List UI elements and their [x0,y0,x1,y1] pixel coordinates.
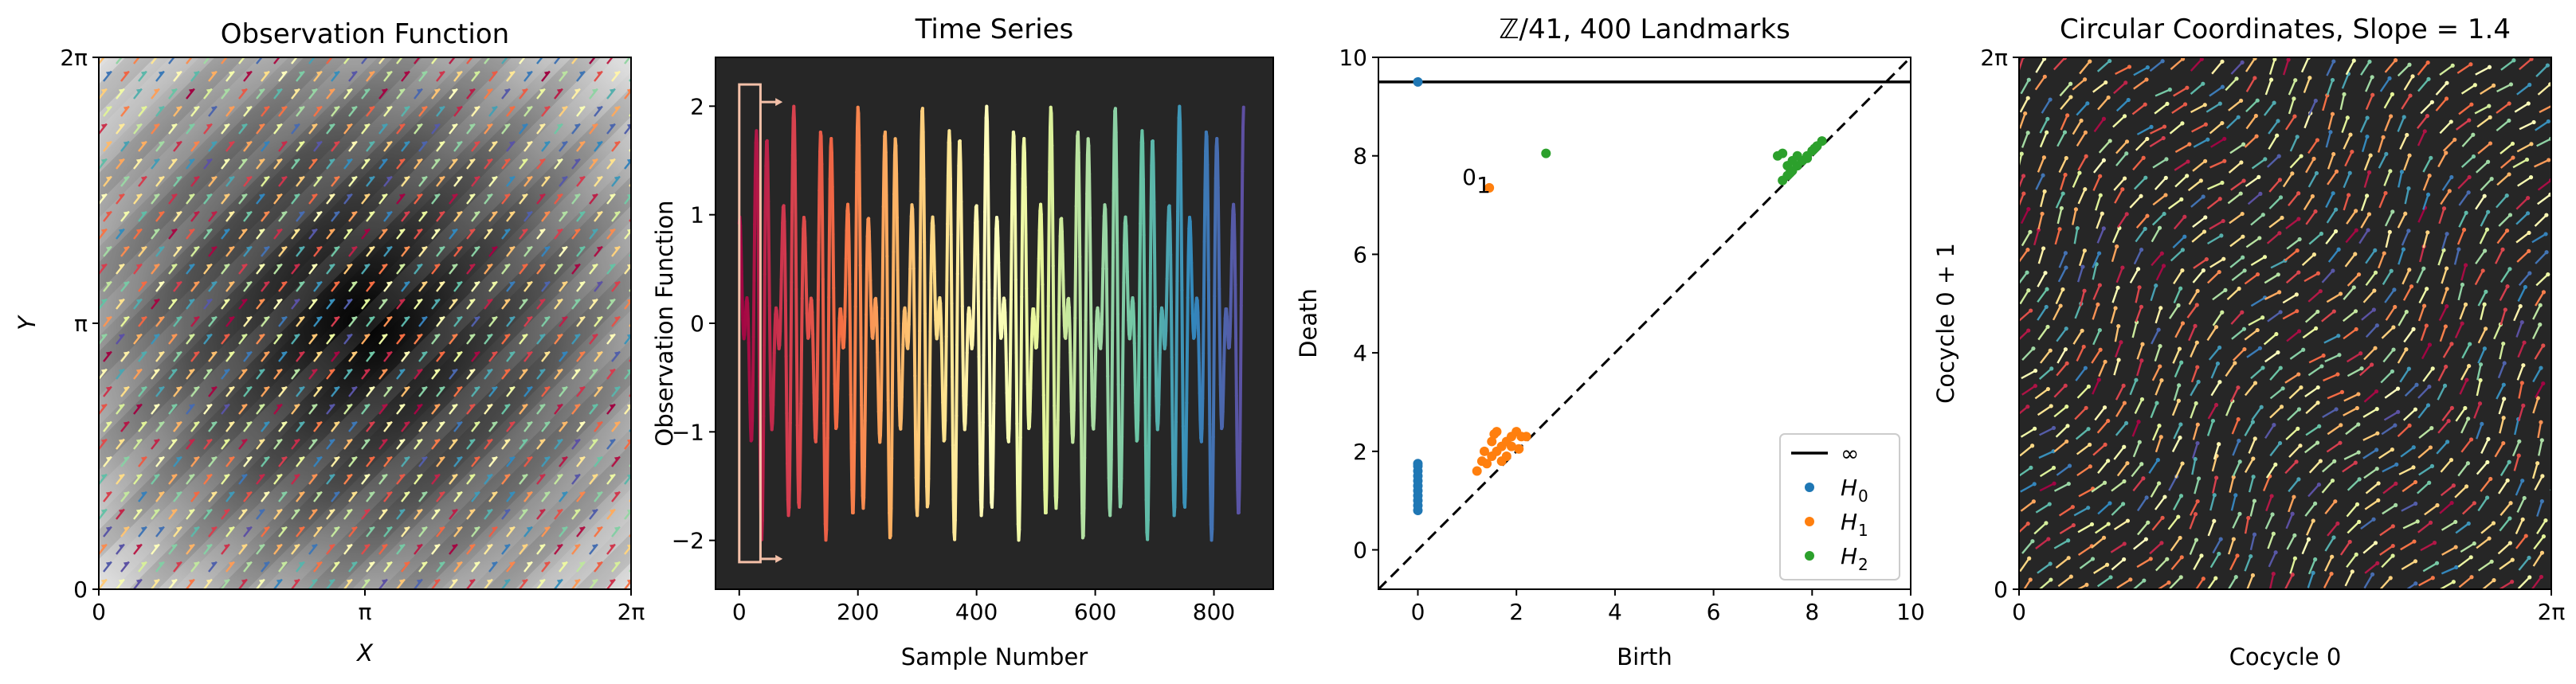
diagonal-line [1378,57,1911,589]
xlabel-observation: X [355,639,374,666]
x-tick-label: 2π [2538,599,2566,625]
y-tick-label: 0 [1994,577,2008,603]
legend: ∞H 0H 1H 2 [1779,433,1900,580]
x-tick-label: 2π [618,599,645,625]
ylabel-persistence: Death [1295,288,1322,358]
title-circular: Circular Coordinates, Slope = 1.4 [2060,14,2511,45]
y-tick-label: 2π [60,45,88,71]
xlabel-persistence: Birth [1617,643,1672,670]
x-tick-label: 600 [1074,599,1116,625]
point-h0 [1413,76,1423,87]
y-tick-label: 10 [1339,45,1367,71]
x-tick-label: 8 [1805,599,1819,625]
point-h1 [1484,182,1495,193]
point-h0 [1413,459,1423,469]
legend-entry-sub: 2 [1858,555,1868,574]
point-h1 [1507,441,1516,451]
point-h2 [1792,150,1802,161]
title-time-series: Time Series [915,14,1074,45]
point-h1 [1479,446,1489,456]
x-tick-label: 200 [837,599,879,625]
legend-entry-sub: 1 [1858,521,1868,540]
legend-entry: H [1841,475,1857,501]
x-tick-label: 800 [1193,599,1235,625]
legend-entry-sub: 0 [1858,487,1868,506]
x-tick-label: 0 [1411,599,1425,625]
xlabel-circular: Cocycle 0 [2229,643,2342,670]
y-tick-label: 2 [1353,439,1367,465]
y-tick-label: 1 [690,202,704,229]
panel-time-series: Time Series 0 200 400 600 800 −2 −1 0 1 2 Sample … [651,14,1274,670]
xlabel-time-series: Sample Number [901,643,1088,670]
y-tick-label: 0 [690,311,704,337]
observation-arrows [99,57,631,589]
point-h2 [1778,148,1788,158]
point-h2 [1541,148,1551,158]
point-h1 [1472,466,1482,476]
point-h2 [1809,143,1820,154]
y-tick-label: 8 [1353,143,1367,170]
y-tick-label: π [74,311,88,337]
panel-observation-function: Observation Function 0 π 2π 0 π 2π X Y [14,18,645,666]
x-tick-label: π [359,599,372,625]
x-tick-label: 2 [1509,599,1523,625]
y-tick-label: 0 [1353,537,1367,564]
point-h1 [1496,456,1507,467]
point-h1 [1521,432,1531,442]
legend-entry: ∞ [1841,440,1859,467]
x-tick-label: 0 [2012,599,2026,625]
legend-entry: H [1841,543,1857,569]
ylabel-time-series: Observation Function [651,200,678,446]
y-tick-label: −1 [672,419,704,445]
y-tick-label: 6 [1353,241,1367,268]
point-h1 [1476,456,1487,467]
sliding-window-box [738,83,783,564]
title-observation-function: Observation Function [221,18,509,50]
x-tick-label: 400 [955,599,998,625]
x-tick-label: 0 [92,599,106,625]
x-tick-label: 6 [1707,599,1721,625]
point-h2 [1817,136,1827,147]
y-tick-label: 2π [1980,45,2008,71]
x-tick-label: 10 [1896,599,1925,625]
ylabel-observation: Y [14,315,41,330]
circular-arrows [2019,57,2551,589]
point-h2 [1802,153,1813,163]
legend-entry: H [1841,509,1857,535]
point-annotation: 0 [1462,164,1476,190]
point-h1 [1487,436,1497,447]
ylabel-circular: Cocycle 0 + 1 [1932,243,1959,404]
y-tick-label: 0 [73,577,88,603]
point-h1 [1489,429,1500,440]
panel-circular-coordinates: Circular Coordinates, Slope = 1.4 0 2π 0 2π… [1932,14,2566,670]
title-persistence: ℤ/41, 400 Landmarks [1499,14,1790,45]
x-tick-label: 4 [1608,599,1622,625]
y-tick-label: 2 [690,93,704,119]
point-h1 [1514,444,1524,454]
y-tick-label: −2 [672,528,704,554]
point-annotation-sub: 1 [1476,172,1491,198]
y-tick-label: 4 [1353,340,1367,366]
point-h2 [1785,168,1795,178]
x-tick-label: 0 [732,599,747,625]
time-series-line [737,104,1245,542]
